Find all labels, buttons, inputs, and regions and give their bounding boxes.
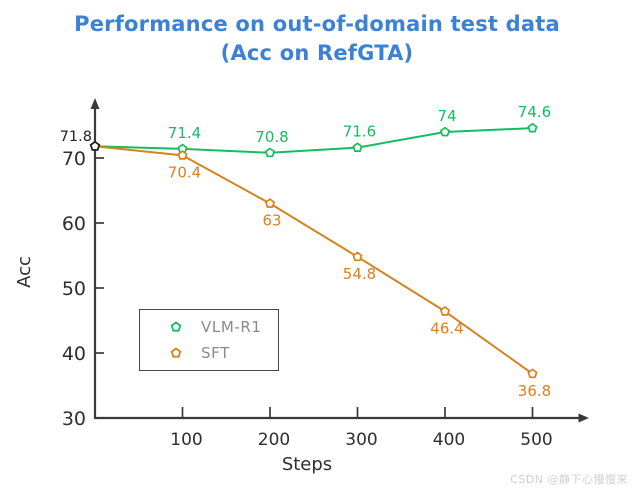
- data-label-vlm-r1: 74: [437, 107, 456, 125]
- y-tick-label: 60: [62, 213, 86, 235]
- data-point-sft: [527, 368, 538, 379]
- start-data-point: [89, 140, 101, 151]
- chart-title: Performance on out-of-domain test data (…: [0, 10, 634, 68]
- series-line-sft: [94, 145, 534, 375]
- data-point-vlm-r1: [352, 142, 363, 152]
- chart-title-line1: Performance on out-of-domain test data: [74, 12, 560, 36]
- data-point-sft: [177, 150, 188, 160]
- chart-title-line2: (Acc on RefGTA): [220, 41, 414, 65]
- data-point-vlm-r1: [439, 126, 451, 137]
- series-line-vlm-r1: [94, 127, 534, 154]
- vlm-r1-marker-icon: [170, 321, 182, 332]
- y-tick-label: 50: [62, 278, 86, 300]
- y-tick-label: 40: [62, 343, 86, 365]
- data-label-vlm-r1: 70.8: [255, 128, 288, 146]
- legend-label-sft: SFT: [201, 344, 230, 362]
- legend-item-vlm-r1: VLM-R1: [168, 318, 278, 336]
- sft-marker-icon: [170, 347, 182, 358]
- y-axis-arrow: [90, 98, 100, 109]
- x-tick-label: 500: [520, 430, 552, 450]
- watermark: CSDN @静下心慢慢来: [510, 473, 628, 486]
- data-label-vlm-r1: 74.6: [518, 103, 551, 121]
- data-point-sft: [439, 306, 451, 316]
- data-label-vlm-r1: 71.6: [343, 123, 376, 141]
- data-label-sft: 70.4: [168, 163, 201, 181]
- data-label-sft: 36.8: [518, 382, 551, 400]
- data-label-sft: 54.8: [343, 265, 376, 283]
- x-tick-label: 200: [258, 430, 290, 450]
- data-point-vlm-r1: [527, 122, 538, 133]
- data-point-sft: [264, 198, 276, 208]
- y-tick-label: 70: [62, 148, 86, 170]
- legend-label-vlm-r1: VLM-R1: [201, 318, 262, 336]
- data-label-sft: 46.4: [430, 319, 463, 337]
- y-axis-title: Acc: [14, 256, 35, 288]
- data-label-vlm-r1: 71.4: [168, 124, 201, 142]
- data-point-sft: [352, 251, 363, 262]
- x-axis-title: Steps: [282, 454, 332, 475]
- legend: VLM-R1 SFT: [139, 309, 279, 371]
- data-label-sft: 63: [262, 212, 281, 230]
- x-tick-label: 400: [433, 430, 465, 450]
- start-data-label: 71.8: [60, 129, 92, 145]
- x-axis-arrow: [578, 413, 589, 423]
- legend-item-sft: SFT: [168, 344, 278, 362]
- x-tick-label: 300: [345, 430, 377, 450]
- x-tick-label: 100: [170, 430, 202, 450]
- data-point-vlm-r1: [264, 147, 276, 158]
- y-tick-label: 30: [62, 408, 86, 430]
